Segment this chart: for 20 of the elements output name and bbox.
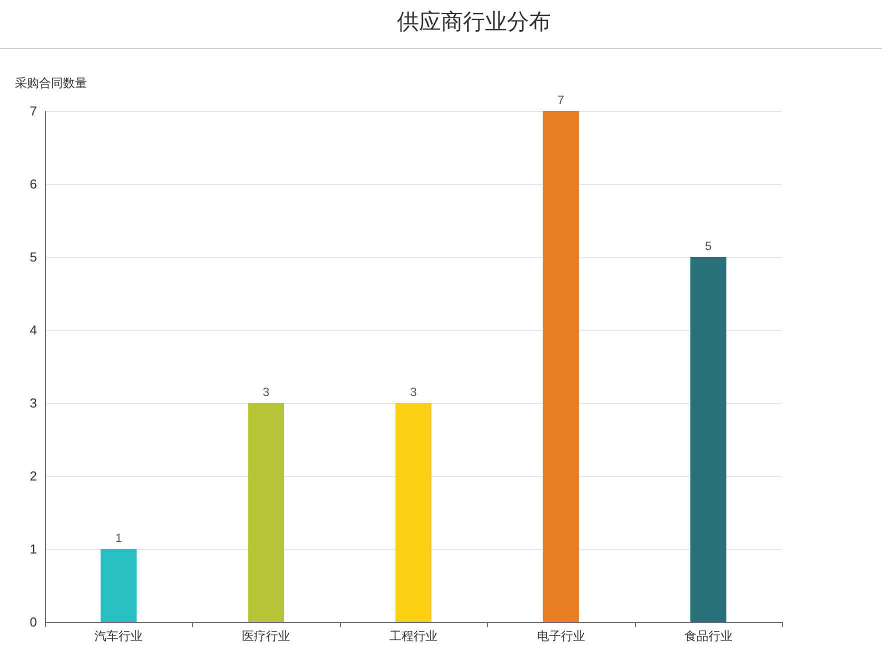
data-label: 1 <box>115 531 122 545</box>
data-label: 3 <box>410 385 417 399</box>
ytick-label: 4 <box>30 322 37 338</box>
ytick-label: 5 <box>30 250 37 264</box>
ytick-label: 1 <box>30 542 37 556</box>
ytick-label: 3 <box>30 396 37 410</box>
data-label: 7 <box>558 93 564 107</box>
xtick-label: 工程行业 <box>390 629 438 643</box>
ytick-label: 6 <box>30 176 37 192</box>
ylabel: 采购合同数量 <box>15 76 87 90</box>
ytick-label: 0 <box>30 614 37 630</box>
data-label: 5 <box>704 239 712 253</box>
data-label: 3 <box>262 385 270 399</box>
ytick-label: 7 <box>30 104 37 118</box>
xtick-label: 医疗行业 <box>242 629 290 643</box>
ytick-label: 2 <box>30 468 37 484</box>
xtick-label: 食品行业 <box>684 629 732 643</box>
title: 供应商行业分布 <box>397 9 551 34</box>
xtick-label: 汽车行业 <box>94 629 143 643</box>
xtick-label: 电子行业 <box>536 629 585 643</box>
